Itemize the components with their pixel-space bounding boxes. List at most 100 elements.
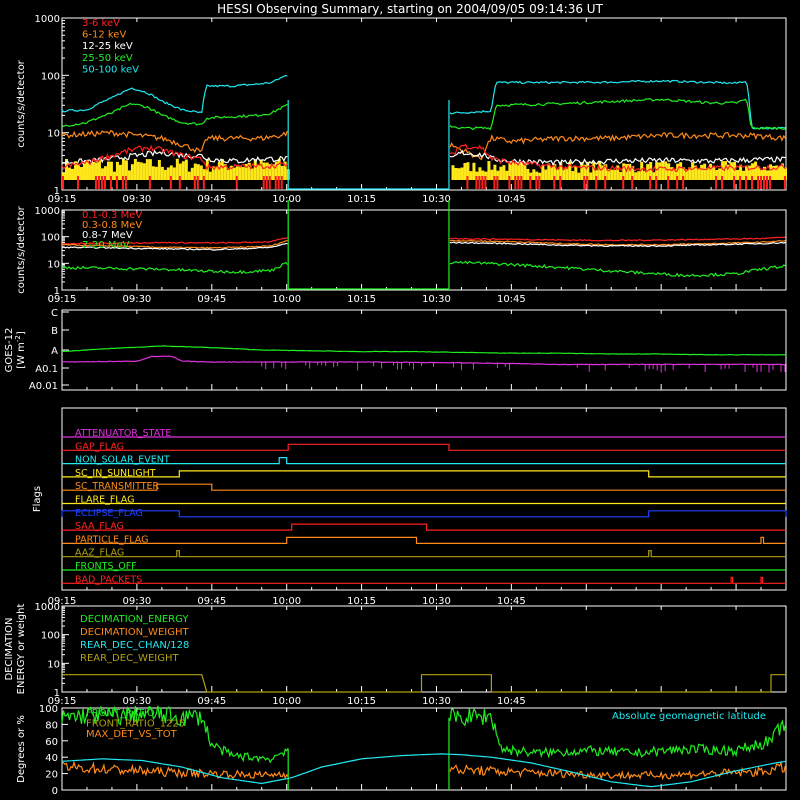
low-count-bar <box>478 167 482 180</box>
low-count-bar <box>733 161 737 180</box>
dropout-bar <box>535 176 538 189</box>
low-count-bar <box>709 163 713 180</box>
series-line <box>449 79 786 130</box>
low-count-bar <box>181 161 185 180</box>
low-count-bar <box>634 172 638 180</box>
y-tick-label: 1000 <box>35 14 60 25</box>
low-count-bar <box>190 167 194 180</box>
low-count-bar <box>610 169 614 180</box>
dropout-bar <box>103 176 106 189</box>
dropout-bar <box>649 176 652 189</box>
x-tick-label: 10:45 <box>497 294 526 305</box>
series-line <box>449 98 786 131</box>
dropout-bar <box>757 176 760 189</box>
legend-entry: MAX_DET_VS_TOT <box>86 729 178 740</box>
low-count-bar <box>502 165 506 180</box>
low-count-bar <box>70 168 74 180</box>
series-line <box>61 243 288 251</box>
low-count-bar <box>580 161 584 180</box>
y-tick-label: 1 <box>54 688 60 699</box>
panel-frame <box>61 707 787 791</box>
low-count-bar <box>535 171 539 180</box>
dropout-bar <box>148 176 151 189</box>
low-count-bar <box>526 168 530 180</box>
y-tick-label: A0.01 <box>29 381 58 392</box>
low-count-bar <box>757 166 761 180</box>
dropout-bar <box>481 176 484 189</box>
low-count-bar <box>643 170 647 180</box>
low-count-bar <box>754 161 758 180</box>
low-count-bar <box>745 166 749 180</box>
low-count-bar <box>727 164 731 180</box>
low-count-bar <box>73 161 77 180</box>
low-count-bar <box>574 166 578 180</box>
y-axis-label: counts/s/detector <box>16 59 27 147</box>
series-line <box>62 674 786 693</box>
legend-entry: 50-100 keV <box>82 64 139 75</box>
low-count-bar <box>163 169 167 180</box>
low-count-bar <box>142 163 146 180</box>
low-count-bar <box>283 161 287 180</box>
low-count-bar <box>499 166 503 180</box>
low-count-bar <box>595 170 599 180</box>
low-count-bar <box>577 172 581 180</box>
series-line <box>449 260 786 278</box>
low-count-bar <box>235 166 239 180</box>
low-count-bar <box>466 162 470 180</box>
x-tick-label: 09:45 <box>197 696 226 707</box>
dropout-bar <box>739 176 742 189</box>
series-line <box>61 236 288 245</box>
flag-trace <box>62 470 786 478</box>
dropout-bar <box>631 176 634 189</box>
dropout-bar <box>115 176 118 189</box>
low-count-bar <box>82 161 86 180</box>
low-count-bar <box>544 169 548 180</box>
low-count-bar <box>763 166 767 180</box>
flag-trace <box>62 576 786 584</box>
low-count-bar <box>751 163 755 180</box>
dropout-bar <box>520 176 523 189</box>
y-tick-label: 80 <box>45 720 58 731</box>
dropout-bar <box>715 176 718 189</box>
low-count-bar <box>112 171 116 180</box>
low-count-bar <box>154 166 158 180</box>
dropout-bar <box>682 176 685 189</box>
series-line <box>61 239 288 250</box>
low-count-bar <box>457 168 461 180</box>
flag-label: BAD_PACKETS <box>75 574 142 585</box>
series-line <box>449 149 786 167</box>
x-tick-label: 10:30 <box>422 194 451 205</box>
series-line <box>449 236 786 242</box>
low-count-bar <box>646 164 650 180</box>
low-count-bar <box>490 169 494 180</box>
low-count-bar <box>133 158 137 180</box>
low-count-bar <box>748 165 752 180</box>
low-count-bar <box>175 158 179 180</box>
low-count-bar <box>775 165 779 180</box>
low-count-bar <box>532 169 536 180</box>
low-count-bar <box>571 171 575 180</box>
x-tick-label: 10:15 <box>347 294 376 305</box>
dropout-bar <box>496 176 499 189</box>
low-count-bar <box>517 162 521 180</box>
panel-frame <box>61 407 787 591</box>
series-line <box>61 74 288 114</box>
low-count-bar <box>202 169 206 180</box>
dropout-bar <box>676 176 679 189</box>
y-tick-label: A <box>51 346 58 357</box>
low-count-bar <box>94 162 98 180</box>
low-count-bar <box>97 160 101 180</box>
low-count-bar <box>256 164 260 180</box>
low-count-bar <box>565 167 569 180</box>
low-count-bar <box>637 171 641 180</box>
low-count-bar <box>274 161 278 180</box>
dropout-bar <box>721 176 724 189</box>
low-count-bar <box>169 165 173 180</box>
series-line <box>61 148 288 165</box>
y-axis-label-units: [W m-2] <box>14 331 27 369</box>
x-tick-label: 10:30 <box>422 596 451 607</box>
low-count-bar <box>118 164 122 180</box>
low-count-bar <box>700 164 704 180</box>
flag-trace <box>62 443 786 451</box>
x-tick-label: 10:15 <box>347 696 376 707</box>
